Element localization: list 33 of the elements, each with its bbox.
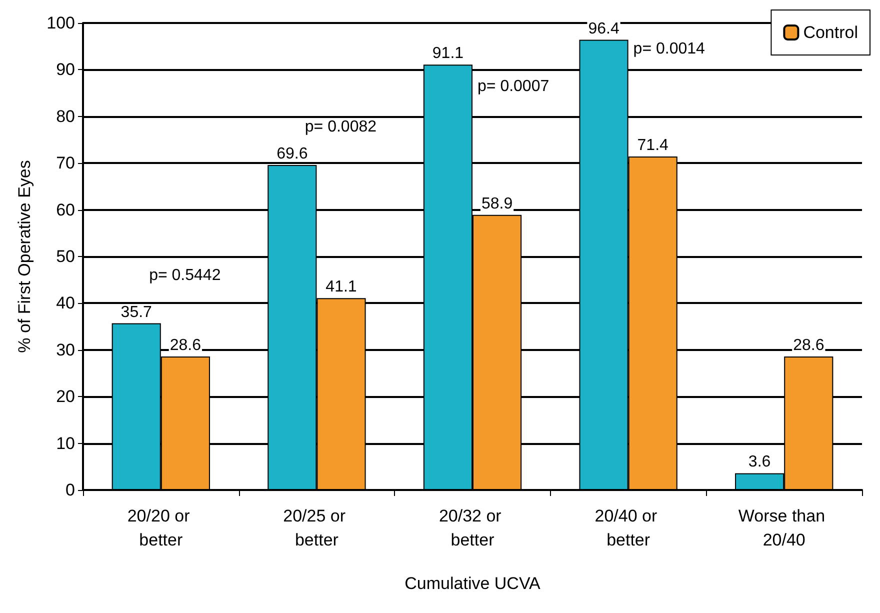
y-tick-label: 90 [56, 60, 75, 80]
data-label: 28.6 [793, 336, 824, 354]
x-tick-label: 20/40 or better [594, 506, 662, 550]
data-label: 41.1 [326, 278, 357, 296]
data-label: 69.6 [276, 145, 308, 162]
legend-label: Control [803, 23, 858, 42]
y-tick-label: 50 [56, 247, 75, 266]
y-tick-label: 100 [46, 14, 75, 32]
y-tick-label: 0 [66, 480, 75, 500]
x-tick-label: 20/25 or better [283, 506, 350, 550]
annotation: p= 0.5442 [149, 266, 221, 284]
y-tick-label: 10 [56, 434, 75, 453]
data-label: 71.4 [637, 137, 669, 154]
y-tick-label: 60 [56, 200, 75, 220]
x-axis-title: Cumulative UCVA [404, 574, 542, 593]
data-label: 58.9 [481, 195, 513, 212]
y-tick-label: 70 [56, 154, 75, 173]
y-tick-label: 80 [56, 106, 75, 126]
annotation: p= 0.0007 [478, 78, 550, 96]
data-label: 28.6 [170, 336, 202, 354]
annotation: p= 0.0082 [304, 118, 377, 136]
y-tick-label: 20 [56, 387, 75, 406]
x-tick-label: 20/32 or better [438, 506, 506, 550]
annotation: p= 0.0014 [633, 40, 706, 58]
x-tick-label: Worse than 20/40 [738, 506, 830, 550]
y-tick-label: 30 [56, 340, 75, 360]
data-label: 91.1 [432, 45, 464, 62]
y-tick-label: 40 [56, 294, 75, 313]
data-label: 96.4 [588, 20, 620, 38]
y-axis-title: % of First Operative Eyes [15, 160, 34, 353]
data-label: 3.6 [748, 454, 771, 471]
x-tick-label: 20/20 or better [127, 506, 194, 550]
data-label: 35.7 [120, 304, 152, 321]
